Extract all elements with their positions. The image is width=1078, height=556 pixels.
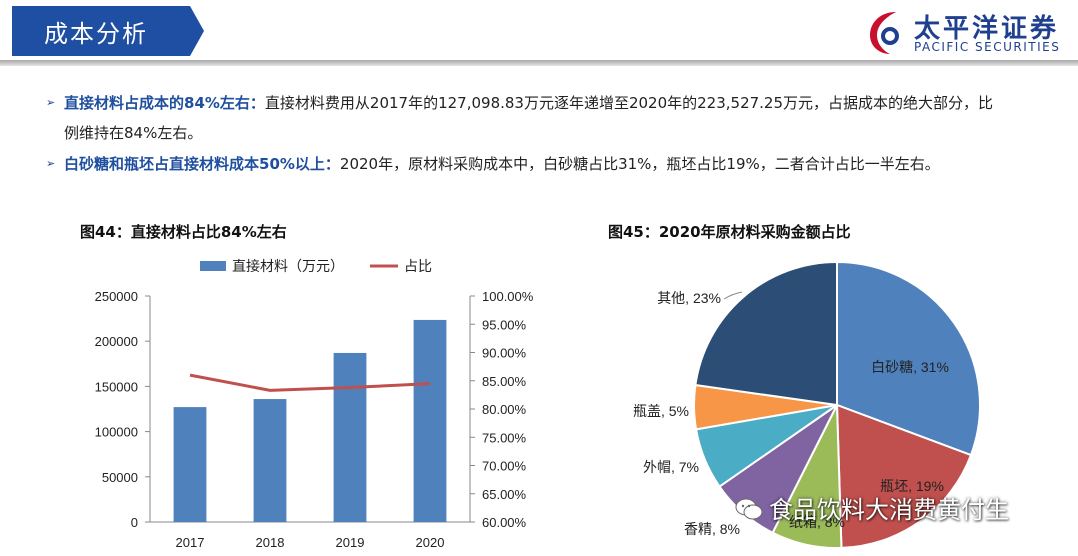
pie-label-3: 香精, 8% xyxy=(684,521,740,537)
y-tick-label-right: 95.00% xyxy=(482,317,527,332)
bullet-1: ➢ 直接材料占成本的84%左右：直接材料费用从2017年的127,098.83万… xyxy=(46,88,1006,148)
y-tick-label-right: 85.00% xyxy=(482,374,527,389)
y-tick-label-right: 70.00% xyxy=(482,459,527,474)
y-tick-label-right: 80.00% xyxy=(482,402,527,417)
wechat-icon xyxy=(735,497,763,521)
pie-slice-0 xyxy=(836,260,981,457)
logo-chinese-name: 太平洋证券 xyxy=(914,14,1060,44)
bullet-text: 2020年，原材料采购成本中，白砂糖占比31%，瓶坯占比19%，二者合计占比一半… xyxy=(339,155,940,173)
y-tick-label-left: 200000 xyxy=(95,334,138,349)
label-leader-line xyxy=(723,291,743,300)
y-tick-label-right: 60.00% xyxy=(482,515,527,530)
bullet-2: ➢ 白砂糖和瓶坯占直接材料成本50%以上：2020年，原材料采购成本中，白砂糖占… xyxy=(46,149,1006,209)
bar-2018 xyxy=(253,399,287,522)
bar-2020 xyxy=(413,319,447,522)
bar-2019 xyxy=(333,352,367,522)
y-tick-label-left: 50000 xyxy=(102,470,138,485)
y-tick-label-right: 90.00% xyxy=(482,346,527,361)
pie-label-2: 纸箱, 8% xyxy=(789,514,845,530)
y-tick-label-left: 100000 xyxy=(95,425,138,440)
figure-45-title: 图45：2020年原材料采购金额占比 xyxy=(608,223,851,241)
line-series-share xyxy=(189,373,431,392)
pie-slice-1 xyxy=(835,403,973,549)
bar-2017 xyxy=(173,407,207,522)
x-tick-label: 2018 xyxy=(256,535,285,550)
combo-chart: 直接材料（万元） 占比 250000 200000 150000 100000 50000 0… xyxy=(95,258,534,550)
company-logo: 太平洋证券 PACIFIC SECURITIES xyxy=(864,6,1074,58)
logo-english-name: PACIFIC SECURITIES xyxy=(914,40,1061,54)
bullet-text: 直接材料费用从2017年的127,098.83万元逐年递增至2020年的223,… xyxy=(64,94,994,142)
bullet-arrow-icon: ➢ xyxy=(46,157,56,170)
watermark: 食品饮料大消费黄付生 xyxy=(735,490,1009,525)
y-tick-label-left: 150000 xyxy=(95,379,138,394)
x-tick-label: 2020 xyxy=(416,535,445,550)
watermark-text: 食品饮料大消费黄付生 xyxy=(769,496,1009,524)
y-tick-label-right: 65.00% xyxy=(482,487,527,502)
x-tick-label: 2017 xyxy=(176,535,205,550)
pie-label-0: 白砂糖, 31% xyxy=(871,359,949,375)
figure-44-title: 图44：直接材料占比84%左右 xyxy=(80,223,287,241)
y-tick-label-right: 100.00% xyxy=(482,289,534,304)
legend-label-bar: 直接材料（万元） xyxy=(232,258,344,274)
page-title: 成本分析 xyxy=(44,20,148,48)
y-tick-label-left: 250000 xyxy=(95,289,138,304)
bullet-key: 白砂糖和瓶坯占直接材料成本50%以上： xyxy=(64,155,340,173)
header-divider xyxy=(0,60,1078,66)
y-tick-label-right: 75.00% xyxy=(482,430,527,445)
pie-label-4: 外帽, 7% xyxy=(643,459,699,475)
bullet-arrow-icon: ➢ xyxy=(46,96,56,109)
pie-chart: 白砂糖, 31% 瓶坯, 19% 纸箱, 8% 香精, 8% 外帽, 7% 瓶盖, 5% 其… xyxy=(633,260,981,549)
y-tick-label-left: 0 xyxy=(131,515,138,530)
bullet-key: 直接材料占成本的84%左右： xyxy=(64,94,265,112)
legend-swatch-bar xyxy=(200,261,226,271)
pie-label-6: 其他, 23% xyxy=(657,290,721,306)
pie-label-1: 瓶坯, 19% xyxy=(880,478,944,494)
x-tick-label: 2019 xyxy=(336,535,365,550)
pie-label-5: 瓶盖, 5% xyxy=(633,403,689,419)
legend-label-line: 占比 xyxy=(404,258,432,274)
pie-slice-6 xyxy=(694,260,838,407)
title-banner xyxy=(12,6,204,56)
logo-mark-icon xyxy=(870,12,899,54)
